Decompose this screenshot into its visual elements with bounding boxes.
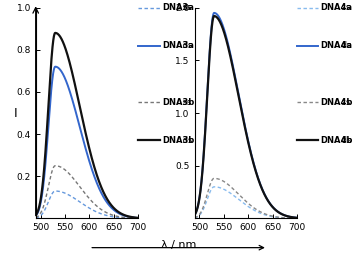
Text: ss: ss (339, 98, 351, 107)
Text: DNA3b: DNA3b (162, 136, 194, 145)
Text: ds: ds (339, 41, 351, 50)
Text: DNA4b: DNA4b (321, 98, 353, 107)
Text: ds: ds (180, 41, 192, 50)
Text: DNA3a: DNA3a (162, 41, 194, 50)
Text: DNA3b: DNA3b (162, 98, 194, 107)
Text: DNA4a: DNA4a (321, 41, 353, 50)
Text: DNA4b: DNA4b (321, 136, 353, 145)
Text: ss: ss (339, 3, 351, 12)
Text: ds: ds (339, 136, 351, 145)
Text: DNA3a: DNA3a (162, 3, 194, 12)
Text: DNA4a: DNA4a (321, 3, 353, 12)
Text: ds: ds (180, 136, 192, 145)
Text: ss: ss (180, 3, 192, 12)
Text: ss: ss (180, 98, 192, 107)
Y-axis label: I: I (13, 106, 17, 120)
Text: λ / nm: λ / nm (161, 240, 196, 250)
